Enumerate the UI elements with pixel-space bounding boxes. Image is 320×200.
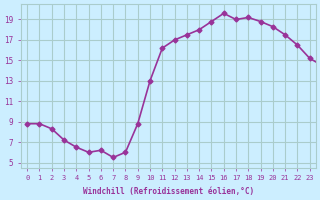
X-axis label: Windchill (Refroidissement éolien,°C): Windchill (Refroidissement éolien,°C) — [83, 187, 254, 196]
